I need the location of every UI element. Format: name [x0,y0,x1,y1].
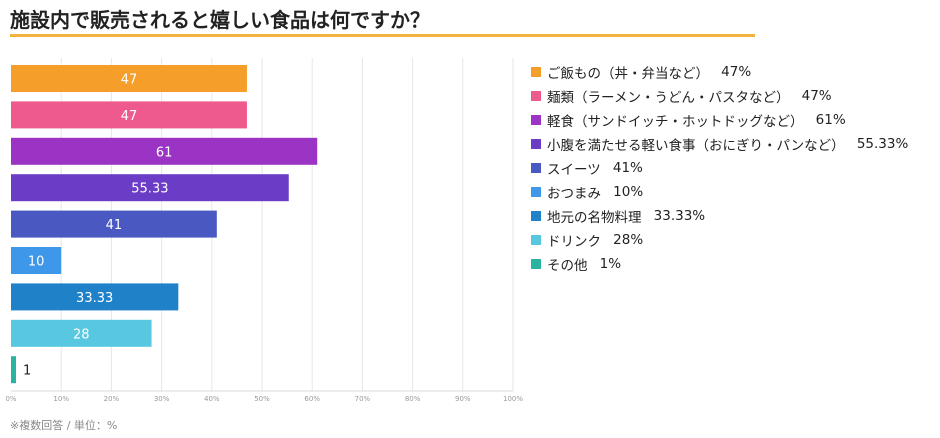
chart-footnote: ※複数回答 / 単位：% [10,419,118,432]
legend-label: 地元の名物料理 [547,210,642,226]
chart-title: 施設内で販売されると嬉しい食品は何ですか？ [10,8,430,32]
bar-value-label: 41 [106,218,123,233]
bar-chart: 0% 10% 20% 30% 40% 50% 60% 70% 80% 90% 100% 47 47 61 5… [5,58,523,403]
bar-value-label: 33.33 [76,291,113,306]
legend-item: ご飯もの（丼・弁当など） 47% [531,60,908,84]
legend-value: 61% [815,112,846,128]
x-tick-label: 60% [304,395,320,403]
bar [11,356,17,384]
legend-value: 47% [721,64,752,80]
x-tick-label: 50% [254,395,270,403]
legend-value: 33.33% [653,208,706,224]
x-tick-label: 80% [405,395,421,403]
x-tick-label: 40% [204,395,220,403]
bar-value-label: 28 [73,327,90,342]
legend-swatch [531,211,541,221]
bar-value-label: 10 [28,255,45,270]
legend-label: 麺類（ラーメン・うどん・パスタなど） [547,90,790,106]
x-tick-label: 10% [53,395,69,403]
legend-item: ドリンク 28% [531,228,908,252]
legend-item: 軽食（サンドイッチ・ホットドッグなど） 61% [531,108,908,132]
legend-swatch [531,91,541,101]
bar [11,174,289,202]
legend-label: ドリンク [547,234,601,250]
legend-value: 10% [613,184,644,200]
chart-legend: ご飯もの（丼・弁当など） 47% 麺類（ラーメン・うどん・パスタなど） 47% 軽食（サ… [531,60,908,276]
legend-item: 麺類（ラーメン・うどん・パスタなど） 47% [531,84,908,108]
bar [11,210,217,238]
legend-item: おつまみ 10% [531,180,908,204]
bar-value-label: 55.33 [131,182,168,197]
x-tick-label: 90% [455,395,471,403]
legend-item: その他 1% [531,252,908,276]
bar [11,65,247,92]
bar [11,101,247,129]
legend-value: 55.33% [856,136,909,152]
legend-label: おつまみ [547,186,601,202]
legend-value: 1% [599,256,622,272]
legend-label: 小腹を満たせる軽い食事（おにぎり・パンなど） [547,138,845,154]
legend-swatch [531,139,541,149]
bar-value-label: 61 [156,145,173,160]
legend-swatch [531,163,541,173]
legend-label: ご飯もの（丼・弁当など） [547,66,709,82]
legend-value: 47% [801,88,832,104]
bar [11,247,62,274]
bar [11,137,318,165]
legend-swatch [531,187,541,197]
legend-label: その他 [547,258,588,274]
x-tick-label: 70% [355,395,371,403]
x-tick-label: 30% [154,395,170,403]
legend-swatch [531,115,541,125]
bar [11,283,179,311]
legend-label: 軽食（サンドイッチ・ホットドッグなど） [547,114,804,130]
legend-swatch [531,235,541,245]
x-tick-label: 100% [503,395,523,403]
legend-swatch [531,67,541,77]
title-underline [10,34,755,37]
legend-label: スイーツ [547,162,601,178]
bar-value-label: 1 [23,364,31,379]
bar-value-label: 47 [121,109,138,124]
legend-item: 地元の名物料理 33.33% [531,204,908,228]
legend-item: 小腹を満たせる軽い食事（おにぎり・パンなど） 55.33% [531,132,908,156]
legend-value: 41% [612,160,643,176]
legend-item: スイーツ 41% [531,156,908,180]
x-tick-label: 0% [5,395,16,403]
legend-value: 28% [613,232,644,248]
legend-swatch [531,259,541,269]
bar-value-label: 47 [121,73,138,88]
bar [11,319,152,347]
x-tick-label: 20% [104,395,120,403]
